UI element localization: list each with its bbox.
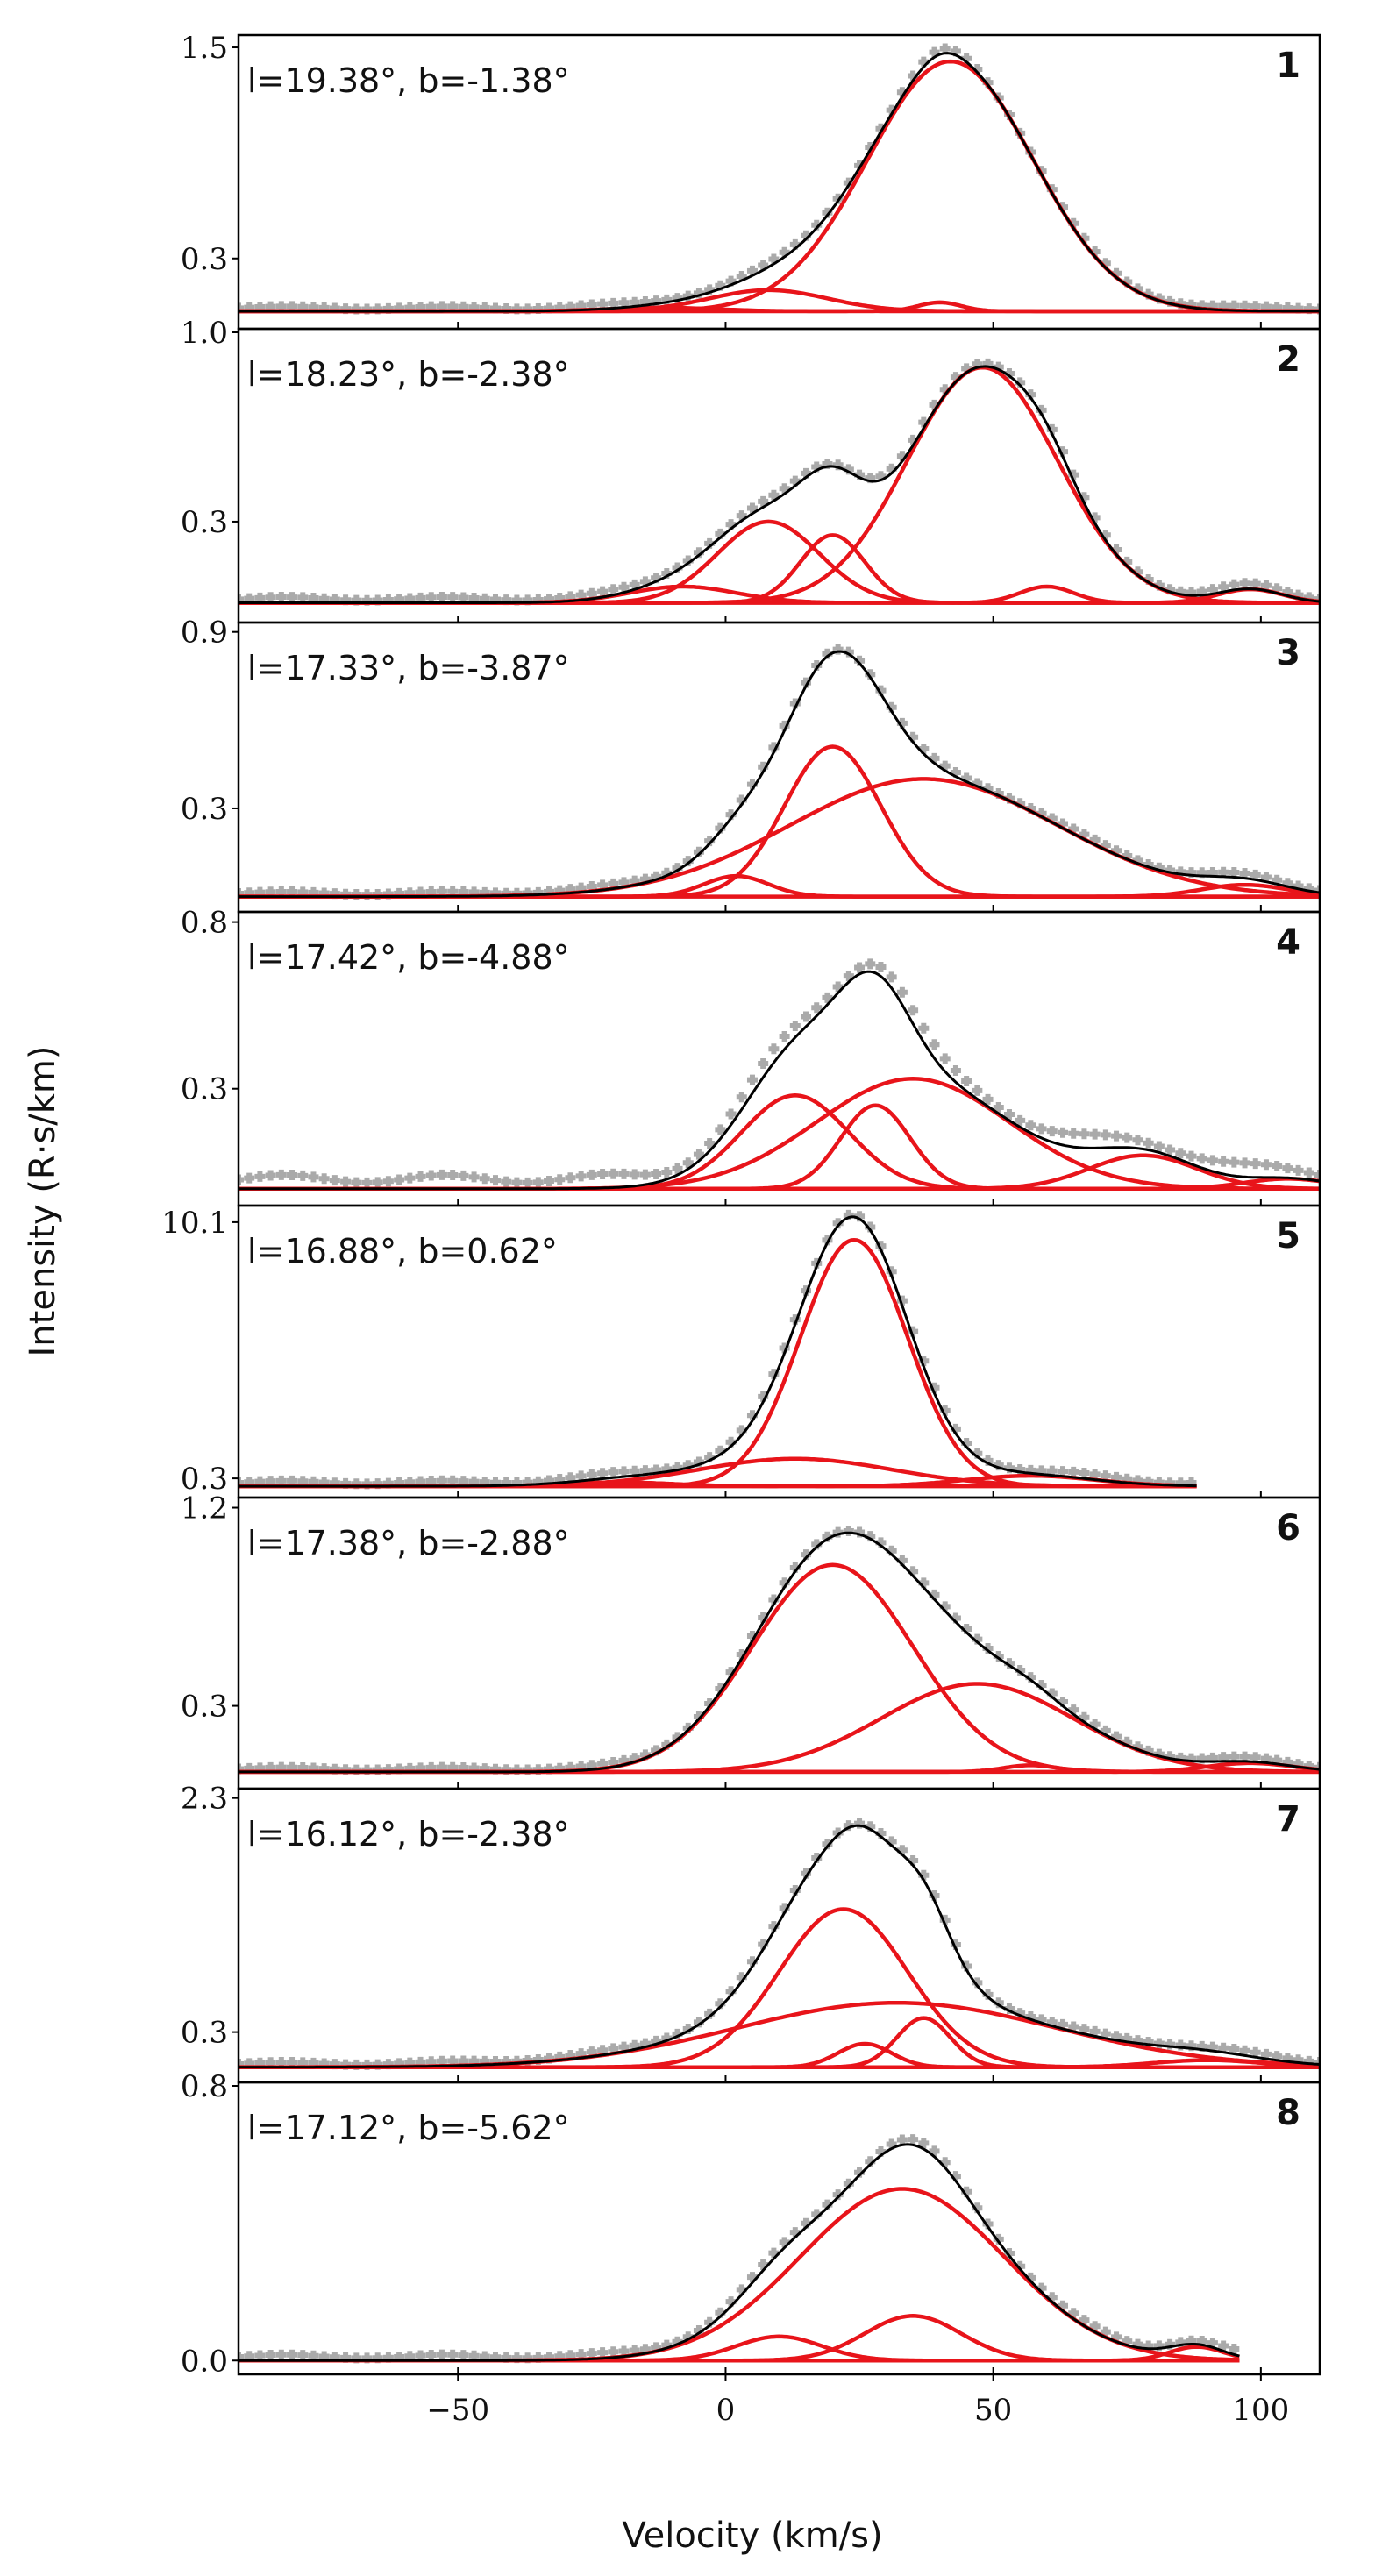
panel-coordinate-label: l=16.12°, b=-2.38°	[247, 1815, 570, 1854]
y-tick-label: 1.0	[181, 316, 228, 351]
observed-data-series	[239, 958, 1320, 1188]
observed-data-series	[239, 644, 1320, 900]
total-fit-line	[239, 1215, 1197, 1488]
panel-coordinate-label: l=18.23°, b=-2.38°	[247, 355, 570, 394]
gaussian-component-3	[239, 777, 1320, 899]
gaussian-component-4	[239, 365, 1320, 605]
y-tick-label: 0.3	[181, 505, 228, 540]
panel-coordinate-label: l=19.38°, b=-1.38°	[247, 61, 570, 100]
gaussian-component-2	[239, 533, 1320, 605]
y-tick-label: 0.3	[181, 2016, 228, 2051]
y-tick-label: 1.5	[181, 31, 228, 66]
panel-plot-area	[239, 2134, 1240, 2364]
gaussian-component-2	[239, 1682, 1320, 1775]
panel-coordinate-label: l=17.33°, b=-3.87°	[247, 649, 570, 687]
x-tick-label: 100	[1232, 2393, 1289, 2428]
panel-number: 2	[1276, 339, 1300, 380]
panel-plot-area	[239, 1818, 1320, 2070]
panel-3: 0.3 0.9 l=17.33°, b=-3.87° 3	[181, 616, 1321, 914]
observed-data-series	[239, 1818, 1320, 2070]
y-tick-label: 0.3	[181, 1072, 228, 1107]
x-axis-title: Velocity (km/s)	[622, 2516, 882, 2556]
y-tick-label: 10.1	[161, 1206, 228, 1241]
gaussian-component-1	[239, 744, 1320, 899]
y-tick-label: 0.3	[181, 242, 228, 277]
panel-2: 0.3 1.0 l=18.23°, b=-2.38° 2	[181, 316, 1321, 624]
y-tick-label: 0.8	[181, 906, 228, 941]
panel-coordinate-label: l=17.38°, b=-2.88°	[247, 1524, 570, 1562]
y-tick-label: 0.3	[181, 792, 228, 827]
panel-coordinate-label: l=16.88°, b=0.62°	[247, 1232, 558, 1270]
total-fit-line	[239, 1824, 1320, 2069]
panel-coordinate-label: l=17.12°, b=-5.62°	[247, 2109, 570, 2147]
panel-number: 6	[1276, 1508, 1300, 1548]
y-tick-label: 1.2	[181, 1491, 228, 1526]
total-fit-line	[239, 365, 1320, 604]
total-fit-line	[239, 650, 1320, 899]
panel-plot-area	[239, 358, 1320, 606]
panel-4: 0.3 0.8 l=17.42°, b=-4.88° 4	[181, 906, 1321, 1207]
total-fit-line	[239, 2143, 1240, 2362]
observed-data-series	[239, 1525, 1320, 1775]
panel-6: 0.3 1.2 l=17.38°, b=-2.88° 6	[181, 1491, 1321, 1790]
y-tick-label: 2.3	[181, 1782, 228, 1817]
y-axis-title: Intensity (R·s/km)	[23, 1046, 63, 1357]
y-tick-label: 0.8	[181, 2069, 228, 2104]
panel-coordinate-label: l=17.42°, b=-4.88°	[247, 938, 570, 977]
y-tick-label: 0.9	[181, 616, 228, 651]
x-tick-label: 50	[974, 2393, 1012, 2428]
y-tick-label: 0.0	[181, 2344, 228, 2379]
panel-plot-area	[239, 644, 1320, 900]
total-fit-line	[239, 1531, 1320, 1774]
gaussian-component-3	[239, 1077, 1320, 1192]
panel-1: 0.3 1.5 l=19.38°, b=-1.38° 1	[181, 31, 1321, 331]
panel-number: 4	[1276, 922, 1300, 963]
panel-7: 0.3 2.3 l=16.12°, b=-2.38° 7	[181, 1782, 1321, 2084]
panel-number: 1	[1276, 46, 1300, 86]
observed-data-series	[239, 358, 1320, 606]
panels-group: 0.3 1.5 l=19.38°, b=-1.38° 1 0.3 1.0 l=18.23°,…	[161, 31, 1321, 2428]
x-tick-label: −50	[426, 2393, 489, 2428]
panel-plot-area	[239, 43, 1320, 315]
panel-8: 0.0 0.8 −50 0 50 100 l=17.12°, b=-5.62° 8	[181, 2069, 1321, 2428]
y-tick-label: 0.3	[181, 1462, 228, 1497]
panel-frame	[237, 2081, 1321, 2376]
panel-number: 5	[1276, 1216, 1300, 1256]
panel-plot-area	[239, 958, 1320, 1192]
panel-number: 8	[1276, 2093, 1300, 2133]
gaussian-component-1	[239, 2187, 1240, 2363]
y-tick-label: 0.3	[181, 1690, 228, 1725]
panel-plot-area	[239, 1525, 1320, 1775]
total-fit-line	[239, 52, 1320, 313]
observed-data-series	[239, 2134, 1240, 2364]
panel-number: 3	[1276, 633, 1300, 673]
observed-data-series	[239, 1209, 1197, 1490]
total-fit-line	[239, 970, 1320, 1191]
x-tick-label: 0	[716, 2393, 736, 2428]
panel-5: 0.3 10.1 l=16.88°, b=0.62° 5	[161, 1204, 1321, 1499]
gaussian-component-2	[239, 2000, 1320, 2069]
panel-number: 7	[1276, 1799, 1300, 1839]
panel-plot-area	[239, 1209, 1197, 1490]
